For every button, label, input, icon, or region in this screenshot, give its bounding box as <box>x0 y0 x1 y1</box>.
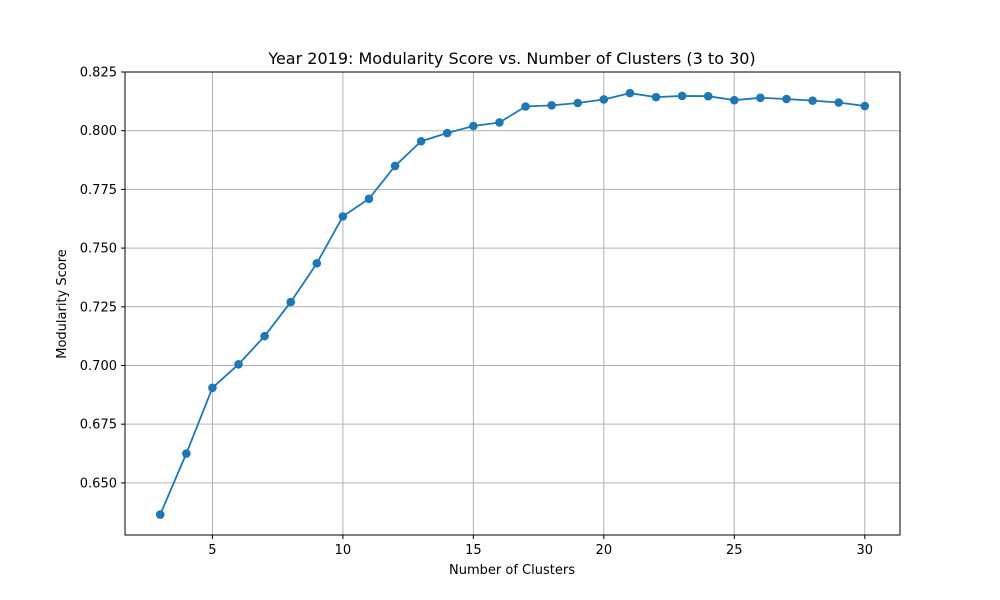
x-tick-label: 10 <box>335 543 352 558</box>
data-point <box>338 212 348 221</box>
axis-ticks: 5 10 15 20 25 30 0.650 0.675 0.700 0.725 0.750 0.77… <box>80 66 873 559</box>
x-tick-label: 20 <box>596 543 613 558</box>
y-axis-label: Modularity Score <box>55 249 70 359</box>
x-axis-label: Number of Clusters <box>449 563 575 578</box>
data-point <box>834 98 843 107</box>
data-point <box>521 102 530 111</box>
data-point <box>260 331 269 341</box>
y-tick-label: 0.825 <box>80 66 117 81</box>
data-point <box>208 383 217 393</box>
data-point <box>625 88 635 98</box>
data-point <box>730 95 739 105</box>
x-tick-label: 5 <box>208 543 216 558</box>
x-tick-label: 15 <box>465 543 482 558</box>
y-tick-label: 0.750 <box>80 242 117 257</box>
data-point <box>573 98 583 108</box>
y-tick-label: 0.725 <box>80 300 117 315</box>
data-point <box>860 101 870 111</box>
chart-title: Year 2019: Modularity Score vs. Number o… <box>267 49 755 68</box>
x-tick-label: 30 <box>856 543 873 558</box>
data-point <box>677 91 687 101</box>
data-point <box>651 92 661 102</box>
data-point <box>364 194 374 204</box>
data-point <box>182 449 191 458</box>
series-line <box>159 92 865 515</box>
y-tick-label: 0.800 <box>80 124 117 139</box>
data-point <box>599 95 609 104</box>
data-point <box>469 121 478 131</box>
data-point <box>495 118 504 127</box>
x-tick-label: 25 <box>726 543 743 558</box>
data-point <box>756 93 765 103</box>
data-point <box>703 91 713 101</box>
y-tick-label: 0.650 <box>80 476 117 491</box>
data-point <box>442 128 452 138</box>
data-point <box>808 96 817 105</box>
data-point <box>155 510 165 519</box>
data-point <box>312 259 322 268</box>
plot-frame <box>124 71 901 536</box>
data-point <box>286 297 296 307</box>
data-point <box>416 136 426 146</box>
y-tick-label: 0.675 <box>80 418 117 433</box>
data-point <box>547 101 556 110</box>
y-tick-label: 0.700 <box>80 359 117 374</box>
data-point <box>234 360 243 369</box>
data-point <box>390 161 400 171</box>
data-point <box>782 94 791 104</box>
data-series <box>155 88 870 519</box>
y-tick-label: 0.775 <box>80 183 117 198</box>
